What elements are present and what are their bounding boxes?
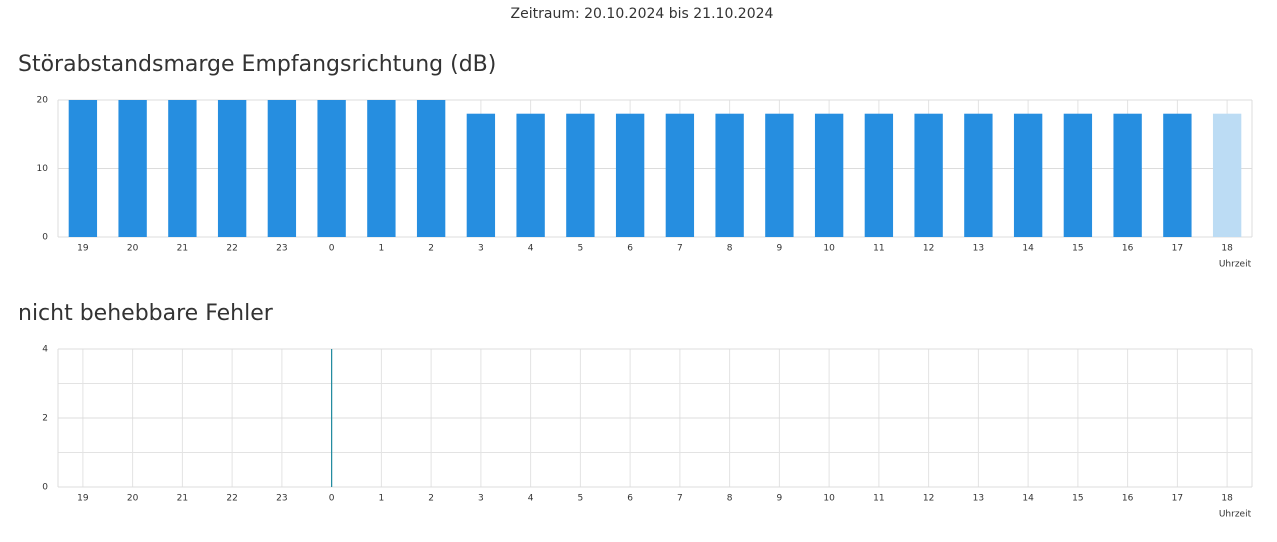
bar (1063, 113, 1093, 237)
x-tick-label: 16 (1122, 494, 1134, 504)
bar (1163, 113, 1192, 237)
x-tick-label: 3 (478, 494, 484, 504)
x-tick-label: 0 (329, 244, 335, 254)
x-tick-label: 4 (528, 244, 534, 254)
bar (1013, 113, 1043, 237)
x-tick-label: 19 (77, 494, 89, 504)
bar (168, 100, 197, 237)
x-tick-label: 3 (478, 244, 484, 254)
x-tick-label: 20 (127, 494, 139, 504)
x-tick-label: 20 (127, 244, 139, 254)
x-tick-label: 22 (226, 494, 237, 504)
bar (765, 113, 794, 237)
x-tick-label: 22 (226, 244, 237, 254)
x-tick-label: 4 (528, 494, 534, 504)
x-tick-label: 11 (873, 494, 884, 504)
x-tick-label: 5 (578, 244, 584, 254)
bar (516, 113, 545, 237)
bar (1113, 113, 1142, 237)
x-tick-label: 15 (1072, 494, 1083, 504)
y-tick-label: 4 (42, 345, 48, 355)
x-tick-label: 17 (1172, 494, 1183, 504)
y-tick-label: 20 (37, 96, 49, 106)
x-tick-label: 0 (329, 494, 335, 504)
x-tick-label: 21 (177, 494, 188, 504)
x-tick-label: 10 (823, 494, 835, 504)
chart-title: Störabstandsmarge Empfangsrichtung (dB) (18, 52, 496, 77)
x-tick-label: 18 (1221, 494, 1233, 504)
bar (367, 100, 396, 237)
bar (68, 100, 98, 237)
x-tick-label: 8 (727, 244, 733, 254)
bar (864, 113, 894, 237)
x-tick-label: 23 (276, 494, 287, 504)
bar (914, 113, 943, 237)
y-tick-label: 0 (42, 483, 48, 493)
x-tick-label: 16 (1122, 244, 1134, 254)
bar (317, 100, 346, 237)
bar (1212, 113, 1242, 237)
x-tick-label: 12 (923, 244, 934, 254)
x-tick-label: 6 (627, 244, 633, 254)
x-tick-label: 7 (677, 244, 683, 254)
x-tick-label: 13 (973, 494, 984, 504)
x-axis-label: Uhrzeit (1219, 260, 1252, 270)
bar (331, 349, 333, 487)
y-tick-label: 2 (42, 414, 48, 424)
bar (814, 113, 844, 237)
x-tick-label: 21 (177, 244, 188, 254)
bar (267, 100, 297, 237)
bar (715, 113, 744, 237)
bar (118, 100, 147, 237)
x-tick-label: 1 (379, 494, 385, 504)
y-tick-label: 0 (42, 233, 48, 243)
bar (217, 100, 247, 237)
x-tick-label: 2 (428, 244, 434, 254)
x-tick-label: 19 (77, 244, 89, 254)
bar (416, 100, 446, 237)
x-tick-label: 17 (1172, 244, 1183, 254)
bar (466, 113, 496, 237)
x-tick-label: 14 (1022, 244, 1034, 254)
x-tick-label: 8 (727, 494, 733, 504)
x-tick-label: 1 (379, 244, 385, 254)
x-tick-label: 18 (1221, 244, 1233, 254)
y-tick-label: 10 (37, 164, 49, 174)
bar (665, 113, 695, 237)
x-tick-label: 11 (873, 244, 884, 254)
x-axis-label: Uhrzeit (1219, 510, 1252, 520)
x-tick-label: 15 (1072, 244, 1083, 254)
x-tick-label: 7 (677, 494, 683, 504)
x-tick-label: 6 (627, 494, 633, 504)
x-tick-label: 12 (923, 494, 934, 504)
bar (615, 113, 645, 237)
bar (566, 113, 595, 237)
x-tick-label: 9 (777, 244, 783, 254)
bar (964, 113, 993, 237)
chart-title: nicht behebbare Fehler (18, 301, 274, 326)
x-tick-label: 14 (1022, 494, 1034, 504)
period-header: Zeitraum: 20.10.2024 bis 21.10.2024 (511, 6, 774, 22)
x-tick-label: 9 (777, 494, 783, 504)
x-tick-label: 10 (823, 244, 835, 254)
x-tick-label: 5 (578, 494, 584, 504)
x-tick-label: 13 (973, 244, 984, 254)
x-tick-label: 2 (428, 494, 434, 504)
x-tick-label: 23 (276, 244, 287, 254)
